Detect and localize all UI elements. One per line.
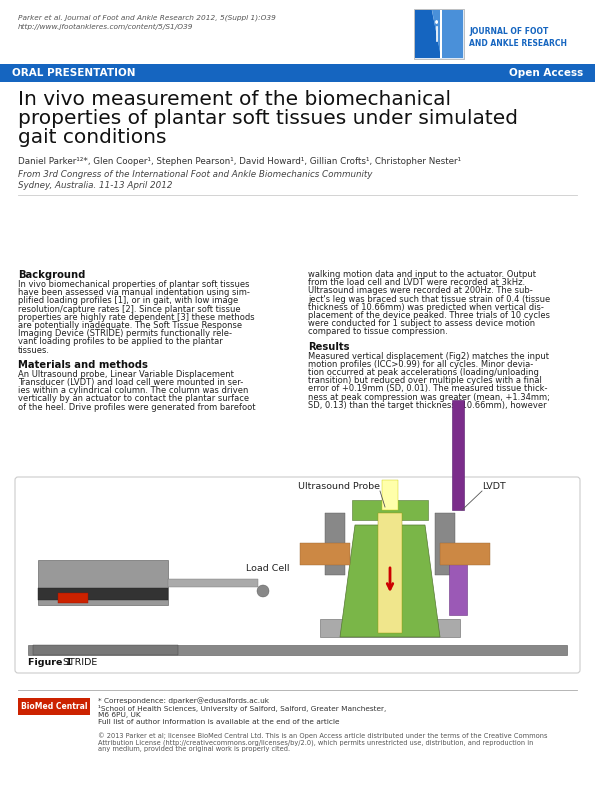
Text: properties of plantar soft tissues under simulated: properties of plantar soft tissues under… <box>18 109 518 128</box>
Text: Open Access: Open Access <box>509 68 583 78</box>
Text: Results: Results <box>308 341 349 352</box>
Bar <box>28 645 567 655</box>
Text: JOURNAL OF FOOT: JOURNAL OF FOOT <box>469 28 549 37</box>
Text: ject's leg was braced such that tissue strain of 0.4 (tissue: ject's leg was braced such that tissue s… <box>308 295 550 303</box>
Text: were conducted for 1 subject to assess device motion: were conducted for 1 subject to assess d… <box>308 319 535 328</box>
Text: Full list of author information is available at the end of the article: Full list of author information is avail… <box>98 719 340 726</box>
Text: tion occurred at peak accelerations (loading/unloading: tion occurred at peak accelerations (loa… <box>308 368 539 377</box>
Text: LVDT: LVDT <box>482 482 506 491</box>
Text: From 3rd Congress of the International Foot and Ankle Biomechanics Community: From 3rd Congress of the International F… <box>18 170 372 179</box>
Bar <box>352 500 428 520</box>
Bar <box>414 9 464 59</box>
Text: STRIDE: STRIDE <box>60 658 97 667</box>
Text: properties are highly rate dependent [3] these methods: properties are highly rate dependent [3]… <box>18 313 255 322</box>
Bar <box>325 513 345 575</box>
Text: Figure 1: Figure 1 <box>28 658 72 667</box>
Polygon shape <box>415 10 441 58</box>
Text: are potentially inadequate. The Soft Tissue Response: are potentially inadequate. The Soft Tis… <box>18 321 242 330</box>
Text: transition) but reduced over multiple cycles with a final: transition) but reduced over multiple cy… <box>308 376 542 385</box>
Text: * Correspondence: dparker@edusalfords.ac.uk: * Correspondence: dparker@edusalfords.ac… <box>98 697 269 703</box>
Text: gait conditions: gait conditions <box>18 128 167 147</box>
Text: ¹School of Health Sciences, University of Salford, Salford, Greater Manchester,: ¹School of Health Sciences, University o… <box>98 704 386 711</box>
Text: vertically by an actuator to contact the plantar surface: vertically by an actuator to contact the… <box>18 395 249 403</box>
Bar <box>38 560 168 605</box>
Text: placement of the device peaked. Three trials of 10 cycles: placement of the device peaked. Three tr… <box>308 311 550 320</box>
Text: An Ultrasound probe, Linear Variable Displacement: An Ultrasound probe, Linear Variable Dis… <box>18 370 234 379</box>
Text: ORAL PRESENTATION: ORAL PRESENTATION <box>12 68 136 78</box>
Text: Load Cell: Load Cell <box>246 564 290 573</box>
Ellipse shape <box>257 585 269 597</box>
Bar <box>440 543 490 565</box>
Bar <box>435 513 455 575</box>
Text: any medium, provided the original work is properly cited.: any medium, provided the original work i… <box>98 746 290 752</box>
Text: from the load cell and LVDT were recorded at 3kHz.: from the load cell and LVDT were recorde… <box>308 278 525 287</box>
Text: motion profiles (ICC>0.99) for all cycles. Minor devia-: motion profiles (ICC>0.99) for all cycle… <box>308 360 533 368</box>
Text: tissues.: tissues. <box>18 345 50 355</box>
Text: Actuator: Actuator <box>83 564 123 573</box>
Text: vant loading profiles to be applied to the plantar: vant loading profiles to be applied to t… <box>18 337 223 346</box>
Text: Ultrasound Probe: Ultrasound Probe <box>298 482 380 491</box>
Bar <box>18 698 90 715</box>
Polygon shape <box>432 10 463 58</box>
Ellipse shape <box>435 20 438 24</box>
Text: ness at peak compression was greater (mean, +1.34mm;: ness at peak compression was greater (me… <box>308 392 550 402</box>
Text: Materials and methods: Materials and methods <box>18 360 148 370</box>
Text: ies within a cylindrical column. The column was driven: ies within a cylindrical column. The col… <box>18 386 248 395</box>
Bar <box>58 593 88 603</box>
Text: Attribution License (http://creativecommons.org/licenses/by/2.0), which permits : Attribution License (http://creativecomm… <box>98 739 533 746</box>
Text: Sydney, Australia. 11-13 April 2012: Sydney, Australia. 11-13 April 2012 <box>18 181 173 190</box>
Text: error of +0.19mm (SD, 0.01). The measured tissue thick-: error of +0.19mm (SD, 0.01). The measure… <box>308 384 547 393</box>
Text: Ultrasound images were recorded at 200Hz. The sub-: Ultrasound images were recorded at 200Hz… <box>308 287 533 295</box>
FancyBboxPatch shape <box>15 477 580 673</box>
Bar <box>449 545 467 615</box>
Text: SD, 0.13) than the target thickness (10.66mm), however: SD, 0.13) than the target thickness (10.… <box>308 401 547 410</box>
Bar <box>168 579 258 587</box>
Text: plified loading profiles [1], or in gait, with low image: plified loading profiles [1], or in gait… <box>18 296 238 306</box>
Bar <box>440 10 442 58</box>
Text: Measured vertical displacement (Fig2) matches the input: Measured vertical displacement (Fig2) ma… <box>308 352 549 360</box>
Text: BioMed Central: BioMed Central <box>21 702 87 711</box>
Bar <box>320 619 460 637</box>
Text: Parker et al. Journal of Foot and Ankle Research 2012, 5(Suppl 1):O39: Parker et al. Journal of Foot and Ankle … <box>18 14 276 21</box>
Text: compared to tissue compression.: compared to tissue compression. <box>308 327 448 337</box>
Text: Daniel Parker¹²*, Glen Cooper¹, Stephen Pearson¹, David Howard¹, Gillian Crofts¹: Daniel Parker¹²*, Glen Cooper¹, Stephen … <box>18 157 461 166</box>
Bar <box>300 543 350 565</box>
Text: walking motion data and input to the actuator. Output: walking motion data and input to the act… <box>308 270 536 279</box>
Bar <box>378 513 402 633</box>
Polygon shape <box>340 525 440 637</box>
Text: © 2013 Parker et al; licensee BioMed Central Ltd. This is an Open Access article: © 2013 Parker et al; licensee BioMed Cen… <box>98 732 547 738</box>
Bar <box>382 480 398 510</box>
Text: http://www.jfootankleres.com/content/5/S1/O39: http://www.jfootankleres.com/content/5/S… <box>18 24 193 30</box>
Text: In vivo biomechanical properties of plantar soft tissues: In vivo biomechanical properties of plan… <box>18 280 249 289</box>
Bar <box>452 400 464 510</box>
Text: thickness of 10.66mm) was predicted when vertical dis-: thickness of 10.66mm) was predicted when… <box>308 303 544 312</box>
Bar <box>38 588 168 600</box>
Bar <box>33 645 178 655</box>
Text: have been assessed via manual indentation using sim-: have been assessed via manual indentatio… <box>18 288 250 297</box>
Bar <box>0 64 595 82</box>
Text: Background: Background <box>18 270 85 280</box>
Text: of the heel. Drive profiles were generated from barefoot: of the heel. Drive profiles were generat… <box>18 403 255 411</box>
Text: Imaging Device (STRIDE) permits functionally rele-: Imaging Device (STRIDE) permits function… <box>18 330 232 338</box>
Text: In vivo measurement of the biomechanical: In vivo measurement of the biomechanical <box>18 90 451 109</box>
Text: AND ANKLE RESEARCH: AND ANKLE RESEARCH <box>469 40 567 48</box>
Text: M6 6PU, UK: M6 6PU, UK <box>98 712 141 718</box>
Text: Transducer (LVDT) and load cell were mounted in ser-: Transducer (LVDT) and load cell were mou… <box>18 378 243 387</box>
Text: resolution/capture rates [2]. Since plantar soft tissue: resolution/capture rates [2]. Since plan… <box>18 305 240 314</box>
